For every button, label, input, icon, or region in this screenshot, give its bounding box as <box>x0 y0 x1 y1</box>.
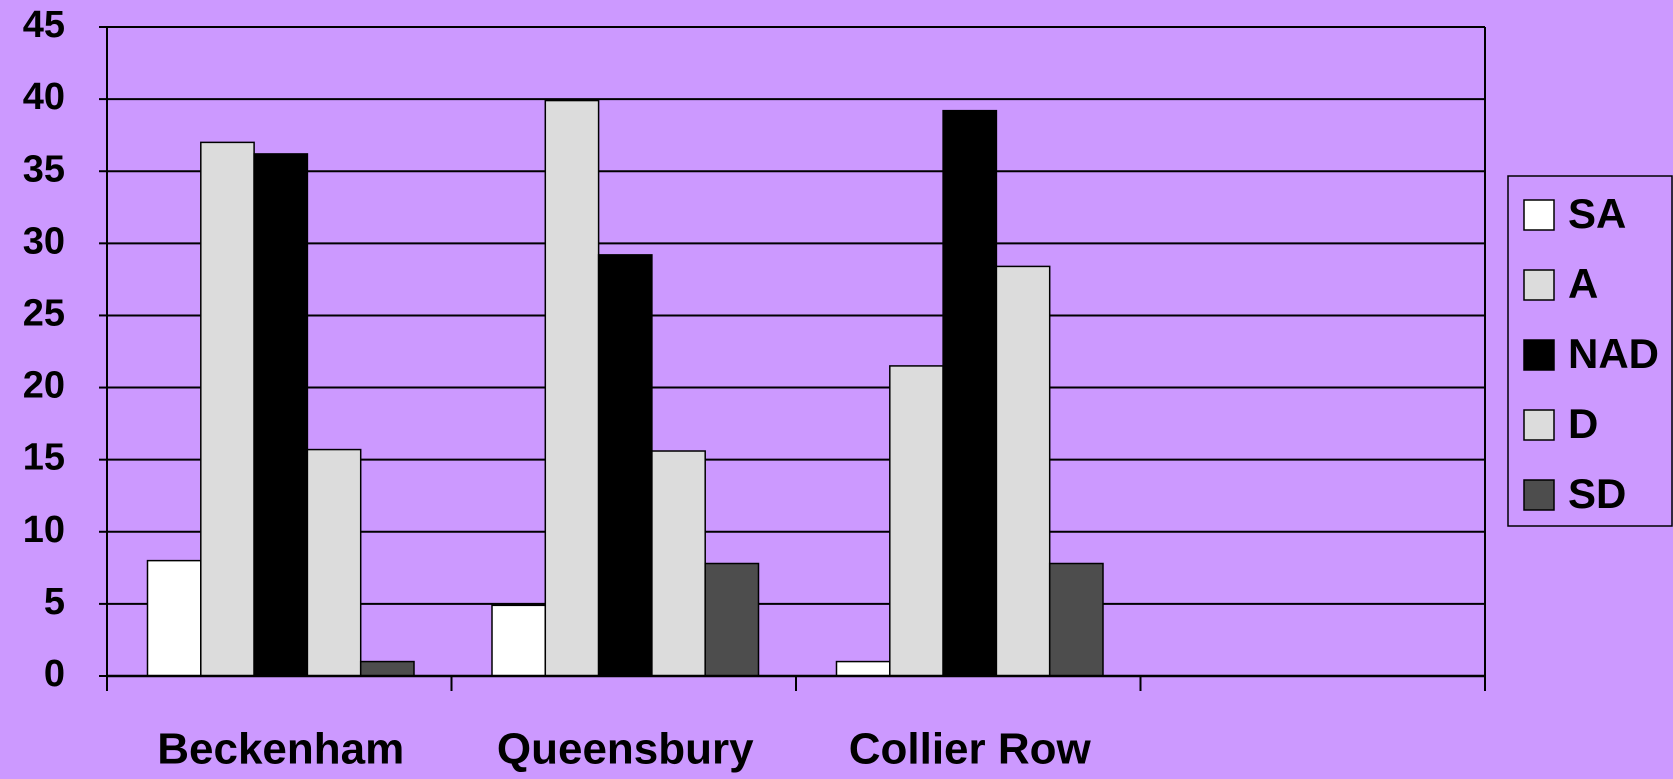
legend-label: SD <box>1568 470 1626 517</box>
bar <box>835 660 891 677</box>
bar <box>995 265 1051 677</box>
bar <box>200 141 255 677</box>
x-tick-label: Queensbury <box>497 725 754 774</box>
bar <box>651 450 706 677</box>
y-tick-label: 10 <box>23 509 65 551</box>
bar <box>1048 562 1104 677</box>
x-tick-label: Beckenham <box>157 725 404 774</box>
bar <box>597 254 653 677</box>
legend-box <box>1507 175 1673 527</box>
legend-swatch <box>1523 199 1555 231</box>
bar <box>889 365 944 677</box>
legend-swatch <box>1523 339 1555 371</box>
legend-swatch <box>1523 269 1555 301</box>
bar <box>704 562 760 677</box>
bar <box>942 109 998 677</box>
y-tick-label: 45 <box>23 4 65 46</box>
y-tick-label: 5 <box>44 581 65 623</box>
y-tick-label: 25 <box>23 292 65 334</box>
legend-label: D <box>1568 400 1598 447</box>
y-tick-label: 35 <box>23 148 65 190</box>
legend-swatch <box>1523 409 1555 441</box>
bar <box>544 99 600 677</box>
bar <box>253 153 309 677</box>
y-tick-label: 20 <box>23 365 65 407</box>
bar <box>146 559 202 677</box>
y-tick-label: 40 <box>23 76 65 118</box>
legend-label: SA <box>1568 190 1626 237</box>
bar <box>491 604 547 677</box>
legend-label: A <box>1568 260 1598 307</box>
legend-label: NAD <box>1568 330 1659 377</box>
y-tick-label: 0 <box>44 653 65 695</box>
bar <box>306 448 362 677</box>
bar <box>359 660 415 677</box>
legend-swatch <box>1523 479 1555 511</box>
x-tick-label: Collier Row <box>849 725 1092 774</box>
y-tick-label: 30 <box>23 220 65 262</box>
y-tick-label: 15 <box>23 437 65 479</box>
